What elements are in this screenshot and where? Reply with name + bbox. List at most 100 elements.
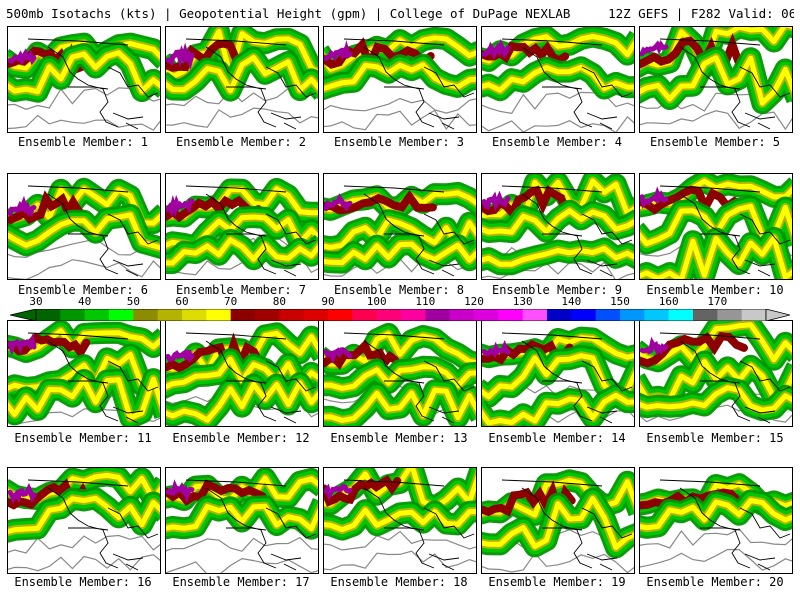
height-contour xyxy=(8,554,160,572)
member-label: Ensemble Member: 2 xyxy=(175,135,307,149)
ensemble-member-map xyxy=(7,467,161,574)
height-contour xyxy=(640,528,792,549)
ensemble-member-map xyxy=(639,173,793,280)
colorbar-swatch xyxy=(182,309,207,321)
height-contour xyxy=(324,550,476,571)
height-contour xyxy=(166,557,318,573)
jet-core xyxy=(8,472,160,503)
colorbar-swatch xyxy=(255,309,280,321)
map-canvas xyxy=(482,326,634,426)
map-canvas xyxy=(640,174,792,279)
jet-core xyxy=(640,55,792,106)
map-canvas xyxy=(482,469,634,573)
height-contour xyxy=(482,116,634,132)
colorbar-swatch xyxy=(279,309,305,321)
ensemble-member-map xyxy=(323,467,477,574)
member-label: Ensemble Member: 10 xyxy=(646,283,784,297)
map-canvas xyxy=(166,468,318,573)
colorbar-tick-label: 40 xyxy=(78,295,92,308)
jet-core xyxy=(482,178,634,221)
jet-max xyxy=(8,195,37,217)
member-label: Ensemble Member: 7 xyxy=(175,283,307,297)
coastline xyxy=(343,332,475,424)
map-canvas xyxy=(166,27,318,130)
ensemble-member-map xyxy=(481,173,635,280)
colorbar-swatch xyxy=(133,309,159,321)
member-label: Ensemble Member: 6 xyxy=(17,283,149,297)
colorbar-swatch xyxy=(157,309,183,321)
colorbar-swatch xyxy=(741,309,767,321)
height-contour xyxy=(8,534,160,554)
header-sep xyxy=(578,6,601,21)
jet-max xyxy=(640,185,746,217)
ensemble-member-map xyxy=(639,467,793,574)
jet-max xyxy=(8,482,37,504)
ensemble-member-map xyxy=(7,26,161,133)
jet-core xyxy=(166,55,318,94)
map-canvas xyxy=(8,32,160,131)
colorbar-swatch xyxy=(474,309,499,321)
ensemble-member-map xyxy=(165,173,319,280)
colorbar-tick-label: 150 xyxy=(610,295,630,308)
member-label: Ensemble Member: 18 xyxy=(330,575,468,589)
colorbar-strip xyxy=(10,309,790,321)
colorbar-tick-label: 90 xyxy=(321,295,335,308)
colorbar-swatch xyxy=(60,309,86,321)
ensemble-member-map xyxy=(481,320,635,427)
jet-max xyxy=(324,193,353,212)
ensemble-member-map xyxy=(481,26,635,133)
ensemble-member-map xyxy=(323,173,477,280)
jet-core xyxy=(166,503,318,532)
coastline xyxy=(501,332,633,424)
member-label: Ensemble Member: 4 xyxy=(491,135,623,149)
jet-core xyxy=(166,237,318,266)
colorbar-swatch xyxy=(717,309,743,321)
map-canvas xyxy=(166,322,318,426)
map-canvas xyxy=(8,321,160,426)
colorbar-tick-label: 70 xyxy=(224,295,238,308)
colorbar-tick-label: 120 xyxy=(464,295,484,308)
ensemble-member-map xyxy=(323,320,477,427)
height-contour xyxy=(8,259,160,279)
coastline xyxy=(185,479,317,571)
jet-max xyxy=(640,40,669,57)
ensemble-member-map xyxy=(7,320,161,427)
jet-core xyxy=(166,380,318,423)
map-canvas xyxy=(166,177,318,277)
member-label: Ensemble Member: 15 xyxy=(646,431,784,445)
jet-core xyxy=(640,498,792,531)
ensemble-member-map xyxy=(165,467,319,574)
jet-core xyxy=(324,241,476,266)
colorbar-swatch xyxy=(36,309,61,321)
map-canvas xyxy=(8,177,160,279)
member-label: Ensemble Member: 14 xyxy=(488,431,626,445)
ensemble-member-map xyxy=(323,26,477,133)
colorbar-swatch xyxy=(644,309,670,321)
colorbar-swatch xyxy=(595,309,621,321)
coastline xyxy=(185,38,317,130)
colorbar-swatch xyxy=(547,309,572,321)
colorbar-swatch xyxy=(498,309,524,321)
jet-core xyxy=(324,387,476,423)
jet-core xyxy=(482,208,634,235)
jet-core xyxy=(482,392,634,426)
map-canvas xyxy=(324,322,476,426)
coastline xyxy=(185,332,317,424)
colorbar-swatch xyxy=(668,309,694,321)
height-contour xyxy=(482,91,634,115)
colorbar-left-arrow xyxy=(10,309,37,321)
colorbar-tick-label: 80 xyxy=(272,295,286,308)
colorbar-tick-label: 130 xyxy=(512,295,533,308)
jet-core xyxy=(324,62,476,92)
colorbar: 30 40 50 60 70 80 90 100 110 120 130 140 150 160 170 xyxy=(10,296,790,322)
ensemble-member-map xyxy=(165,320,319,427)
colorbar-tick-label: 160 xyxy=(658,295,679,308)
jet-max xyxy=(324,190,437,215)
jet-core xyxy=(640,235,792,279)
jet-max xyxy=(8,190,88,226)
colorbar-swatch xyxy=(449,309,475,321)
height-contour xyxy=(324,109,476,131)
jet-max xyxy=(640,331,748,368)
jet-max xyxy=(640,186,669,209)
height-contour xyxy=(324,530,476,551)
